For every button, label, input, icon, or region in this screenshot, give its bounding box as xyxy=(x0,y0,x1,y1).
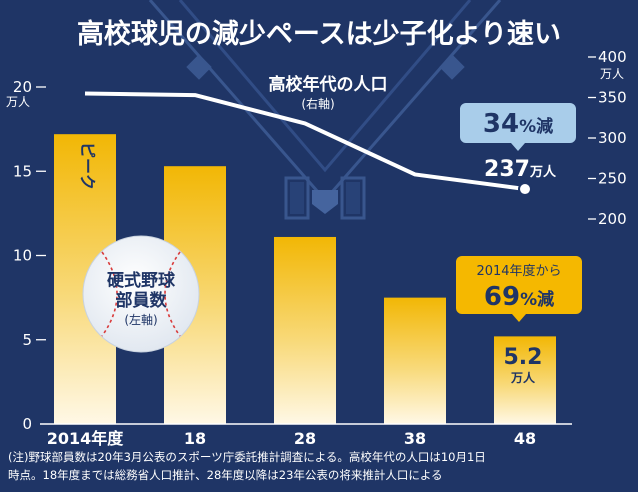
diamond-decoration xyxy=(148,0,502,220)
right-tick-0: 200 xyxy=(598,210,627,228)
chart-title: 高校球児の減少ペースは少子化より速い xyxy=(77,18,561,50)
line-sub: (右軸) xyxy=(301,96,334,111)
bar-4 xyxy=(494,336,556,424)
x-tick-4: 48 xyxy=(514,429,536,448)
baseball-sub: (左軸) xyxy=(124,312,157,327)
population-line xyxy=(84,91,526,192)
left-axis-unit: 万人 xyxy=(6,95,30,109)
population-drop-value: 34 xyxy=(483,109,519,139)
population-end-point xyxy=(518,182,532,197)
baseball-label-line2: 部員数 xyxy=(116,290,168,311)
right-tick-1: 250 xyxy=(598,170,627,188)
baseball-badge: 硬式野球 部員数 (左軸) xyxy=(82,235,200,353)
population-line-group xyxy=(84,91,532,197)
right-axis-unit: 万人 xyxy=(600,67,624,81)
footnote-line2: 時点。18年度までは総務省人口推計、28年度以降は23年公表の将来推計人口による xyxy=(8,468,443,482)
bar-2 xyxy=(274,236,336,424)
left-tick-4: 20 xyxy=(13,78,32,96)
bar-3 xyxy=(384,297,446,424)
peak-label: ピーク xyxy=(78,142,97,190)
svg-text:69%減: 69%減 xyxy=(484,282,554,312)
population-end-value: 237 xyxy=(484,157,530,182)
x-tick-0: 2014年度 xyxy=(47,429,125,448)
left-tick-3: 15 xyxy=(13,162,32,180)
baseball-icon xyxy=(82,235,200,353)
x-tick-3: 38 xyxy=(404,429,426,448)
line-label: 高校年代の人口 xyxy=(269,74,388,95)
players-end-unit: 万人 xyxy=(510,370,536,385)
svg-text:34%減: 34%減 xyxy=(483,109,553,139)
left-tick-0: 0 xyxy=(22,415,32,433)
players-drop-value: 69 xyxy=(484,282,520,312)
left-tick-1: 5 xyxy=(22,331,32,349)
svg-text:237万人: 237万人 xyxy=(484,157,557,182)
right-tick-2: 300 xyxy=(598,129,627,147)
population-callout: 34%減 xyxy=(460,103,576,151)
population-end-unit: 万人 xyxy=(529,164,557,180)
footnote-line1: (注)野球部員数は20年3月公表のスポーツ庁委託推計調査による。高校年代の人口は… xyxy=(8,450,486,464)
population-drop-suffix: %減 xyxy=(519,116,553,137)
baseball-label-line1: 硬式野球 xyxy=(107,270,176,291)
x-tick-2: 28 xyxy=(294,429,316,448)
x-tick-1: 18 xyxy=(184,429,206,448)
players-callout-line1: 2014年度から xyxy=(476,263,561,279)
left-tick-2: 10 xyxy=(13,247,32,265)
players-drop-suffix: %減 xyxy=(520,289,554,310)
right-tick-4: 400 xyxy=(598,48,627,66)
players-callout: 2014年度から 69%減 xyxy=(456,256,582,322)
right-tick-3: 350 xyxy=(598,89,627,107)
players-end-value: 5.2 xyxy=(504,345,543,370)
x-tick-labels: 2014年度 18 28 38 48 xyxy=(40,423,572,448)
